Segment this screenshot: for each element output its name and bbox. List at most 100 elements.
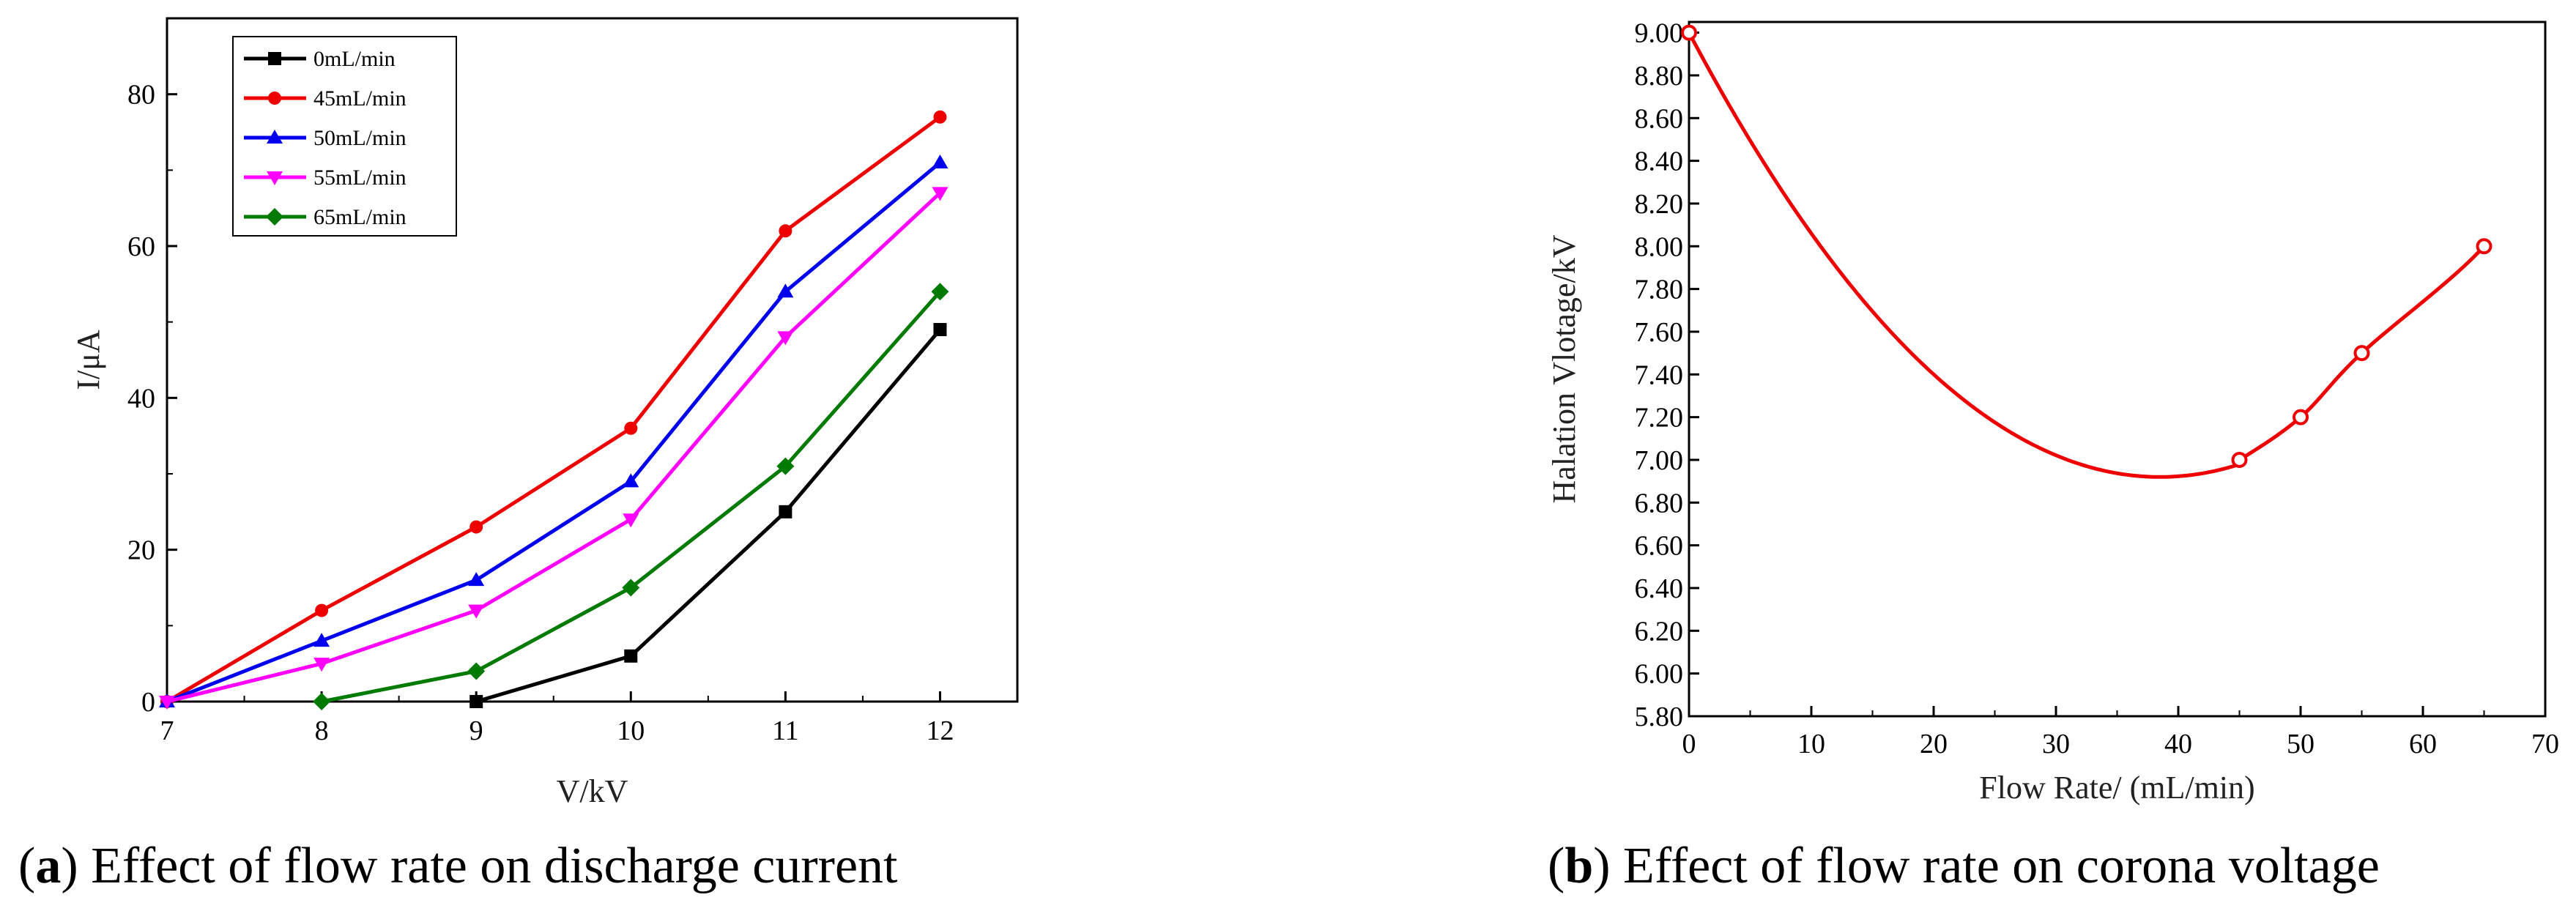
x-tick-label: 40 xyxy=(2164,729,2192,759)
x-axis-title: V/kV xyxy=(557,773,628,809)
data-point xyxy=(159,696,175,710)
y-tick-label: 0 xyxy=(141,687,155,718)
data-point xyxy=(313,633,330,647)
y-tick-label: 8.80 xyxy=(1635,61,1684,92)
y-tick-label: 7.60 xyxy=(1635,317,1684,348)
series-line xyxy=(475,328,942,704)
y-tick-label: 8.40 xyxy=(1635,146,1684,177)
x-tick-label: 7 xyxy=(160,715,174,746)
x-tick-label: 9 xyxy=(469,715,483,746)
x-tick-label: 0 xyxy=(1682,729,1696,759)
series-4 xyxy=(313,283,949,710)
y-tick-label: 8.00 xyxy=(1635,231,1684,262)
y-tick-label: 40 xyxy=(127,383,155,414)
legend-label: 45mL/min xyxy=(313,86,407,111)
y-tick-label: 6.00 xyxy=(1635,659,1684,690)
series-3 xyxy=(159,187,949,710)
y-tick-label: 8.60 xyxy=(1635,103,1684,134)
series-line xyxy=(166,191,942,704)
legend-label: 50mL/min xyxy=(313,126,407,150)
y-tick-label: 6.20 xyxy=(1635,616,1684,647)
caption-a: (a) Effect of flow rate on discharge cur… xyxy=(18,838,898,894)
series-corona-voltage xyxy=(1681,24,2493,479)
legend-item: 50mL/min xyxy=(244,126,407,150)
x-tick-label: 12 xyxy=(926,715,954,746)
y-tick-label: 7.40 xyxy=(1635,360,1684,390)
data-point xyxy=(623,473,639,488)
data-point xyxy=(624,421,638,435)
data-point xyxy=(779,224,793,238)
chart-b-corona-voltage: 0 10 20 30 40 50 60 70 5.80 6.00 6.20 6.40 6.60 6.80 7… xyxy=(1546,18,2559,806)
x-tick-label: 10 xyxy=(1797,729,1825,759)
legend-swatch-marker xyxy=(268,52,281,65)
y-tick-label: 6.60 xyxy=(1635,531,1684,562)
plot-frame xyxy=(1688,21,2547,718)
y-tick-label: 8.20 xyxy=(1635,189,1684,220)
series-line xyxy=(166,115,941,704)
data-point xyxy=(467,662,486,680)
data-point xyxy=(933,323,947,337)
y-tick-label: 20 xyxy=(127,535,155,566)
data-point xyxy=(469,695,483,708)
data-point xyxy=(2231,451,2248,468)
data-point xyxy=(469,520,483,534)
data-point xyxy=(624,649,638,663)
data-point xyxy=(313,693,331,710)
data-point xyxy=(779,505,793,518)
data-point xyxy=(777,331,794,346)
y-tick-label: 7.20 xyxy=(1635,403,1684,434)
legend: 0mL/min 45mL/min 50mL/min 55mL/min 65mL/min xyxy=(232,36,457,237)
x-tick-label: 11 xyxy=(772,715,799,746)
y-tick-label: 7.00 xyxy=(1635,445,1684,476)
series-2 xyxy=(159,154,949,707)
x-tick-label: 8 xyxy=(315,715,329,746)
series-line xyxy=(321,290,942,704)
legend-item: 45mL/min xyxy=(244,86,407,111)
legend-label: 65mL/min xyxy=(313,205,407,229)
caption-a-text: ) Effect of flow rate on discharge curre… xyxy=(61,838,898,894)
data-point xyxy=(932,154,949,168)
data-point xyxy=(468,572,485,587)
legend-label: 0mL/min xyxy=(313,47,396,71)
data-point xyxy=(777,283,794,298)
series-0 xyxy=(469,323,947,708)
x-axis-title: Flow Rate/ (mL/min) xyxy=(1979,770,2254,806)
y-tick-label: 6.40 xyxy=(1635,573,1684,604)
legend-swatch-marker xyxy=(268,92,281,105)
data-point xyxy=(932,187,949,201)
legend-item: 65mL/min xyxy=(244,205,407,229)
y-tick-label: 9.00 xyxy=(1635,18,1684,49)
data-point xyxy=(623,513,639,528)
x-tick-label: 70 xyxy=(2531,729,2559,759)
data-point xyxy=(313,658,330,672)
x-tick-label: 50 xyxy=(2287,729,2315,759)
y-tick-label: 7.80 xyxy=(1635,275,1684,305)
data-point xyxy=(776,457,795,475)
legend-swatch-marker xyxy=(267,130,283,144)
plot-frame xyxy=(166,17,1019,703)
series-line xyxy=(166,161,942,704)
data-point xyxy=(931,283,949,301)
x-tick-label: 20 xyxy=(1920,729,1948,759)
y-axis-title: I/μA xyxy=(70,330,106,390)
data-point xyxy=(622,579,640,597)
legend-swatch-marker xyxy=(266,208,283,226)
legend-item: 55mL/min xyxy=(244,166,407,190)
data-point xyxy=(2476,238,2493,255)
x-tick-label: 60 xyxy=(2409,729,2437,759)
data-point xyxy=(2293,409,2309,425)
x-tick-label: 30 xyxy=(2042,729,2070,759)
data-point xyxy=(468,604,485,619)
y-tick-label: 6.80 xyxy=(1635,488,1684,518)
data-point xyxy=(1681,24,1697,41)
legend-item: 0mL/min xyxy=(244,47,396,71)
data-point xyxy=(933,110,947,124)
caption-b-label: b xyxy=(1564,838,1593,894)
legend-label: 55mL/min xyxy=(313,166,407,190)
y-tick-label: 80 xyxy=(127,80,155,111)
y-axis-title: Halation Vlotage/kV xyxy=(1546,234,1582,503)
y-tick-label: 60 xyxy=(127,231,155,262)
legend-swatch-marker xyxy=(267,171,283,185)
series-curve xyxy=(1687,31,2481,479)
